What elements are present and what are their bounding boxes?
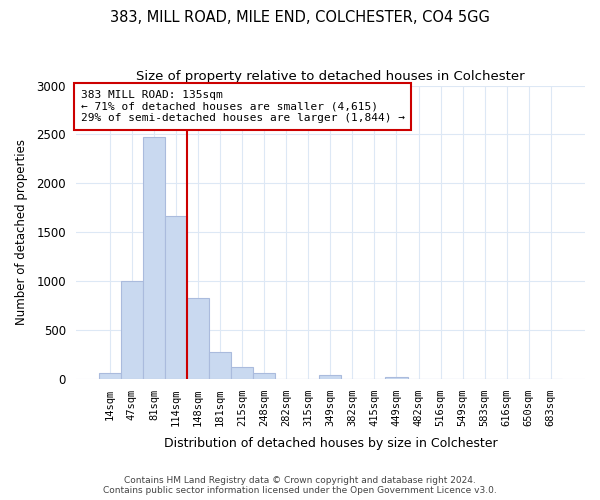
Bar [385, 376, 407, 378]
Text: 383, MILL ROAD, MILE END, COLCHESTER, CO4 5GG: 383, MILL ROAD, MILE END, COLCHESTER, CO… [110, 10, 490, 25]
Bar [121, 281, 143, 378]
Bar [99, 374, 121, 378]
Bar [253, 374, 275, 378]
Bar [143, 138, 165, 378]
Bar [187, 298, 209, 378]
Bar [209, 352, 231, 378]
Text: 383 MILL ROAD: 135sqm
← 71% of detached houses are smaller (4,615)
29% of semi-d: 383 MILL ROAD: 135sqm ← 71% of detached … [81, 90, 405, 123]
Bar [319, 375, 341, 378]
Title: Size of property relative to detached houses in Colchester: Size of property relative to detached ho… [136, 70, 524, 83]
Text: Contains HM Land Registry data © Crown copyright and database right 2024.
Contai: Contains HM Land Registry data © Crown c… [103, 476, 497, 495]
Bar [165, 216, 187, 378]
Bar [231, 367, 253, 378]
Y-axis label: Number of detached properties: Number of detached properties [15, 139, 28, 325]
X-axis label: Distribution of detached houses by size in Colchester: Distribution of detached houses by size … [164, 437, 497, 450]
